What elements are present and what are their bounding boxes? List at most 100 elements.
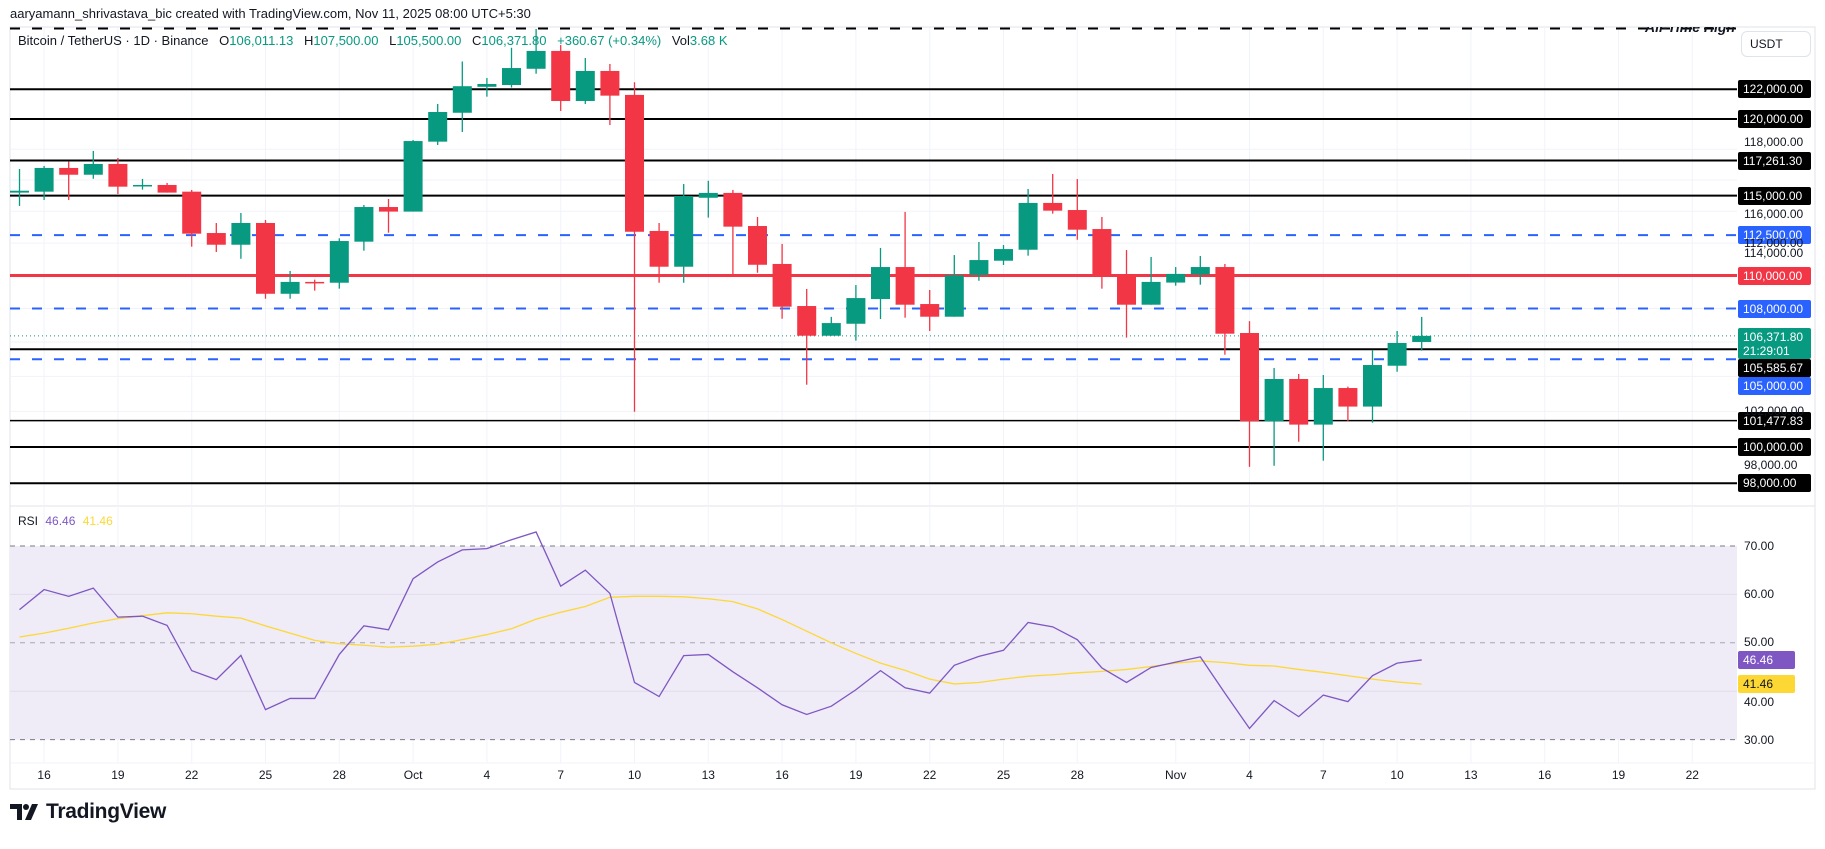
price-axis-tick: 102,000.00 (1744, 404, 1805, 419)
ath-label: All-Time High (1645, 27, 1735, 35)
date-axis-label: 10 (627, 768, 642, 782)
candle (108, 157, 128, 195)
price-axis-tick: 118,000.00 (1744, 135, 1804, 150)
candle-body (1338, 388, 1358, 407)
candle-body (551, 50, 571, 101)
candle (994, 245, 1013, 265)
rsi-value: 46.46 (45, 514, 76, 528)
candle (1387, 330, 1407, 372)
candle-body (748, 226, 767, 265)
price-level-label: 115,000.00 (1738, 186, 1811, 205)
candle-body (206, 233, 226, 245)
candle-body (1190, 267, 1210, 275)
candle (944, 255, 964, 317)
candle (256, 219, 275, 299)
tradingview-logo[interactable]: TradingView (10, 800, 166, 824)
candle (206, 222, 226, 252)
candle (920, 289, 940, 331)
candle (1215, 263, 1235, 355)
price-axis-tick: 116,000.00 (1744, 207, 1804, 221)
candle-body (1067, 210, 1087, 230)
date-axis-label: 25 (258, 768, 273, 782)
candle-body (379, 207, 398, 212)
date-axis-label: 25 (996, 768, 1011, 782)
high-value: 107,500.00 (313, 33, 379, 48)
price-axis-tick: 112,000.00 (1744, 236, 1804, 251)
rsi-axis-tick: 50.00 (1744, 634, 1775, 649)
price-axis-tick: 98,000.00 (1744, 458, 1798, 473)
candle-body (944, 275, 964, 317)
rsi-value-label: 46.46 (1738, 650, 1795, 669)
candle-body (1363, 365, 1382, 407)
candle (1313, 375, 1333, 461)
candle-body (1141, 281, 1161, 305)
close-value: 106,371.80 (481, 33, 547, 48)
currency-button[interactable]: USDT (1741, 31, 1811, 57)
candle (403, 139, 423, 212)
candle-body (1215, 267, 1235, 334)
candle (871, 247, 890, 320)
symbol-name[interactable]: Bitcoin / TetherUS · 1D · Binance (18, 33, 209, 48)
price-level-label: 117,261.30 (1738, 151, 1811, 170)
candle-body (83, 163, 103, 175)
candle (452, 61, 472, 132)
candle-body (329, 241, 349, 283)
candle-body (772, 263, 792, 307)
candle-body (10, 190, 29, 193)
date-axis-label: 16 (1538, 768, 1552, 782)
rsi-line (19, 531, 1422, 730)
candle (526, 28, 546, 74)
candle (329, 238, 349, 289)
symbol-legend: Bitcoin / TetherUS · 1D · Binance O106,0… (18, 33, 728, 48)
candle (1018, 189, 1038, 256)
date-axis-label: 10 (1390, 768, 1404, 782)
date-axis-label: Nov (1165, 768, 1187, 782)
candle-body (1313, 388, 1333, 425)
chart-canvas[interactable] (0, 0, 1825, 795)
candle-body (1166, 273, 1186, 283)
candle-body (182, 191, 202, 234)
candle (649, 222, 669, 283)
candle-body (108, 163, 128, 187)
candle (477, 77, 497, 97)
price-level-label: 122,000.00 (1738, 80, 1811, 99)
rsi-ma-value: 41.46 (82, 514, 113, 528)
candle (428, 103, 448, 145)
date-axis-label: 28 (332, 768, 346, 782)
candle-body (403, 141, 423, 212)
price-level-label: 110,000.00 (1738, 266, 1811, 285)
candle (1067, 179, 1087, 240)
candle-body (600, 70, 620, 96)
date-axis-label: 13 (1464, 768, 1478, 782)
rsi-label[interactable]: RSI (18, 514, 39, 528)
high-label: H (304, 33, 314, 48)
change-value: +360.67 (+0.34%) (557, 33, 662, 48)
candle-body (1043, 202, 1063, 211)
candle (10, 169, 29, 206)
candle (34, 165, 54, 200)
candle-countdown: 21:29:01 (1743, 343, 1790, 358)
volume-label: Vol (671, 33, 690, 48)
candle-body (59, 167, 79, 175)
price-level-label: 112,500.00 (1738, 226, 1811, 245)
candle-body (625, 94, 644, 232)
candle-body (994, 249, 1013, 261)
candle (59, 161, 79, 200)
candle (231, 213, 251, 259)
candle-body (1240, 333, 1259, 422)
date-axis-label: 19 (111, 768, 125, 782)
candles (10, 28, 1432, 467)
price-level-label: 101,477.83 (1738, 411, 1811, 430)
rsi-axis-tick: 60.00 (1744, 587, 1775, 602)
candle (1338, 386, 1358, 422)
candle (354, 204, 374, 251)
candle-body (723, 192, 743, 227)
candle-body (797, 306, 817, 336)
candle-body (428, 111, 448, 142)
date-axis-label: 16 (775, 768, 789, 782)
candle-body (354, 207, 374, 242)
candle (772, 243, 792, 319)
candle-body (895, 267, 915, 305)
price-level-label: 108,000.00 (1738, 299, 1811, 318)
candle-body (846, 298, 866, 324)
